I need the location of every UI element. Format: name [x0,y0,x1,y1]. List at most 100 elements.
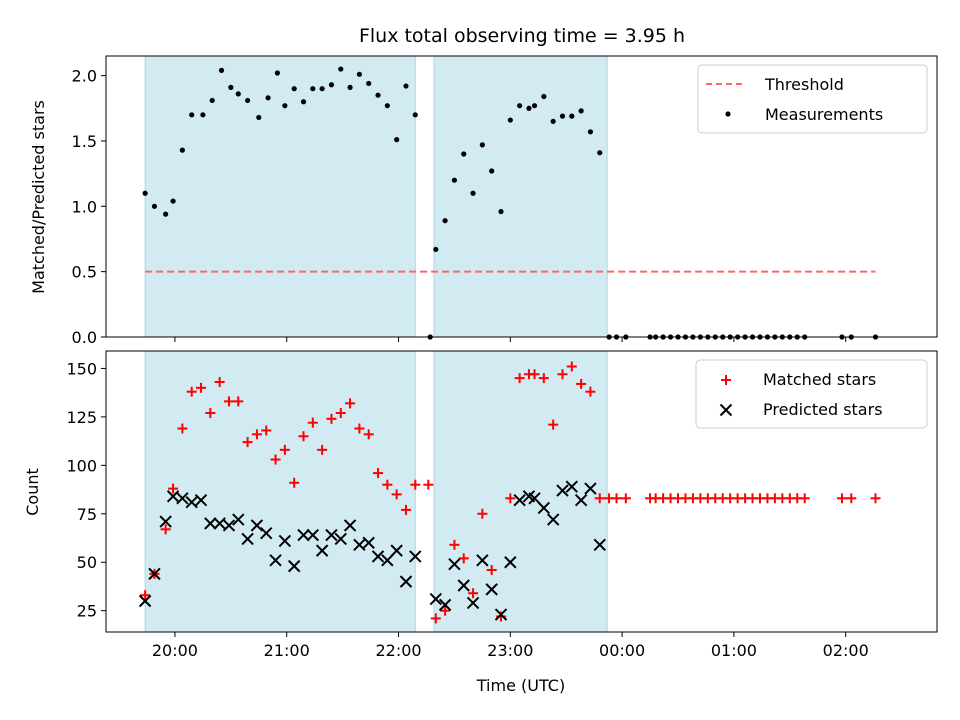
measurements-point-6 [200,112,206,118]
bot-x-tick-label-2: 22:00 [375,641,421,660]
measurements-point-29 [412,112,418,118]
matched-stars-point-52 [620,493,631,504]
matched-stars-point-77 [870,493,881,504]
top-legend: Threshold Measurements [697,64,928,134]
matched-stars-point-48 [585,386,596,397]
measurements-point-16 [291,86,297,92]
measurements-point-3 [170,198,176,204]
legend-predicted-marker [719,403,733,417]
matched-stars-point-23 [354,423,365,434]
matched-stars-point-16 [289,477,300,488]
measurements-point-12 [256,114,262,121]
bottom-y-axis: 25 50 75 100 125 150 [66,359,106,621]
bottom-panel: 25 50 75 100 125 150 20:00 21:00 22:00 23:00 00:0… [23,350,938,695]
measurements-point-25 [375,92,381,98]
measurements-point-38 [498,208,504,215]
measurements-point-39 [507,117,513,123]
matched-stars-point-11 [242,437,253,448]
matched-stars-point-44 [548,419,559,430]
measurements-point-34 [461,151,467,157]
predicted-stars-point-45 [565,480,579,493]
matched-stars-point-7 [205,408,216,419]
measurements-point-45 [559,113,566,119]
predicted-stars-point-21 [334,532,347,546]
predicted-stars-point-3 [166,490,180,503]
legend-threshold-label: Threshold [764,75,844,94]
matched-stars-point-40 [514,373,525,384]
predicted-stars-point-32 [448,557,461,571]
bot-x-tick-label-5: 01:00 [711,641,757,660]
predicted-stars-point-18 [306,528,320,542]
measurements-point-32 [442,218,448,224]
matched-stars-point-5 [186,386,197,397]
matched-stars-point-28 [400,504,411,515]
predicted-stars-point-36 [485,583,498,596]
matched-stars-point-17 [298,431,309,442]
predicted-stars-point-34 [466,596,480,610]
bot-y-tick-label-5: 150 [66,359,97,378]
top-shaded-band-1 [433,55,608,338]
predicted-stars-point-17 [297,528,310,542]
predicted-stars-point-23 [353,538,366,552]
predicted-stars-point-6 [194,494,208,507]
predicted-stars-point-22 [343,519,357,532]
predicted-stars-point-26 [381,554,394,567]
matched-stars-point-29 [410,479,421,490]
top-y-tick-label-4: 2.0 [72,67,97,86]
bottom-y-axis-label: Count [23,468,42,516]
bottom-legend: Matched stars Predicted stars [695,359,928,429]
measurements-point-14 [274,70,281,76]
measurements-point-31 [433,246,439,253]
predicted-stars-point-47 [584,482,597,495]
measurements-point-48 [587,129,594,135]
legend-predicted-swatch [719,403,733,417]
top-y-tick-label-0: 0.0 [72,328,97,347]
top-x-axis [174,337,847,342]
predicted-stars-point-41 [528,492,541,505]
predicted-stars-point-13 [260,526,273,540]
top-shaded-band-0 [144,55,416,338]
legend-measurements-swatch [725,111,731,117]
chart-title: Flux total observing time = 3.95 h [359,25,685,47]
predicted-stars-point-48 [593,538,606,552]
matched-stars-point-30 [423,479,434,490]
predicted-stars-point-7 [204,517,217,530]
measurements-point-24 [366,80,372,87]
bottom-shaded-bands [144,350,608,633]
matched-stars-point-33 [449,539,460,550]
predicted-stars-point-42 [537,501,551,515]
matched-stars-point-27 [391,489,402,500]
top-plot-frame [105,55,938,338]
measurements-point-37 [489,168,495,174]
predicted-stars-point-33 [457,579,470,592]
matched-stars-point-0 [140,590,151,601]
legend-measurements-label: Measurements [765,105,883,124]
matched-stars-point-35 [468,588,479,599]
matched-stars-point-37 [486,564,497,575]
matched-stars-point-39 [505,493,516,504]
matched-stars-point-47 [576,378,587,389]
matched-stars-point-25 [373,468,384,479]
predicted-stars-point-10 [232,513,245,526]
measurements-point-41 [526,105,532,111]
matched-stars-point-4 [177,423,188,434]
bot-x-tick-label-6: 02:00 [823,641,869,660]
bot-x-tick-label-4: 00:00 [599,641,645,660]
measurements-point-13 [265,95,271,101]
matched-stars-point-8 [214,377,225,388]
predicted-stars-point-37 [494,608,508,621]
top-shaded-bands [144,55,608,338]
matched-stars-point-6 [196,382,207,393]
bottom-legend-box [695,359,928,429]
top-legend-box [697,64,928,134]
predicted-stars-point-15 [278,534,292,548]
predicted-stars-point-38 [504,556,517,569]
predicted-stars-point-4 [176,492,189,505]
matched-stars-point-31 [430,613,441,624]
predicted-stars-point-19 [315,544,329,557]
predicted-stars-point-24 [362,536,375,550]
predicted-stars-point-39 [513,494,526,507]
legend-matched-marker [721,375,731,385]
top-y-tick-label-1: 0.5 [72,263,97,282]
top-y-axis: 0.0 0.5 1.0 1.5 2.0 [72,67,106,347]
